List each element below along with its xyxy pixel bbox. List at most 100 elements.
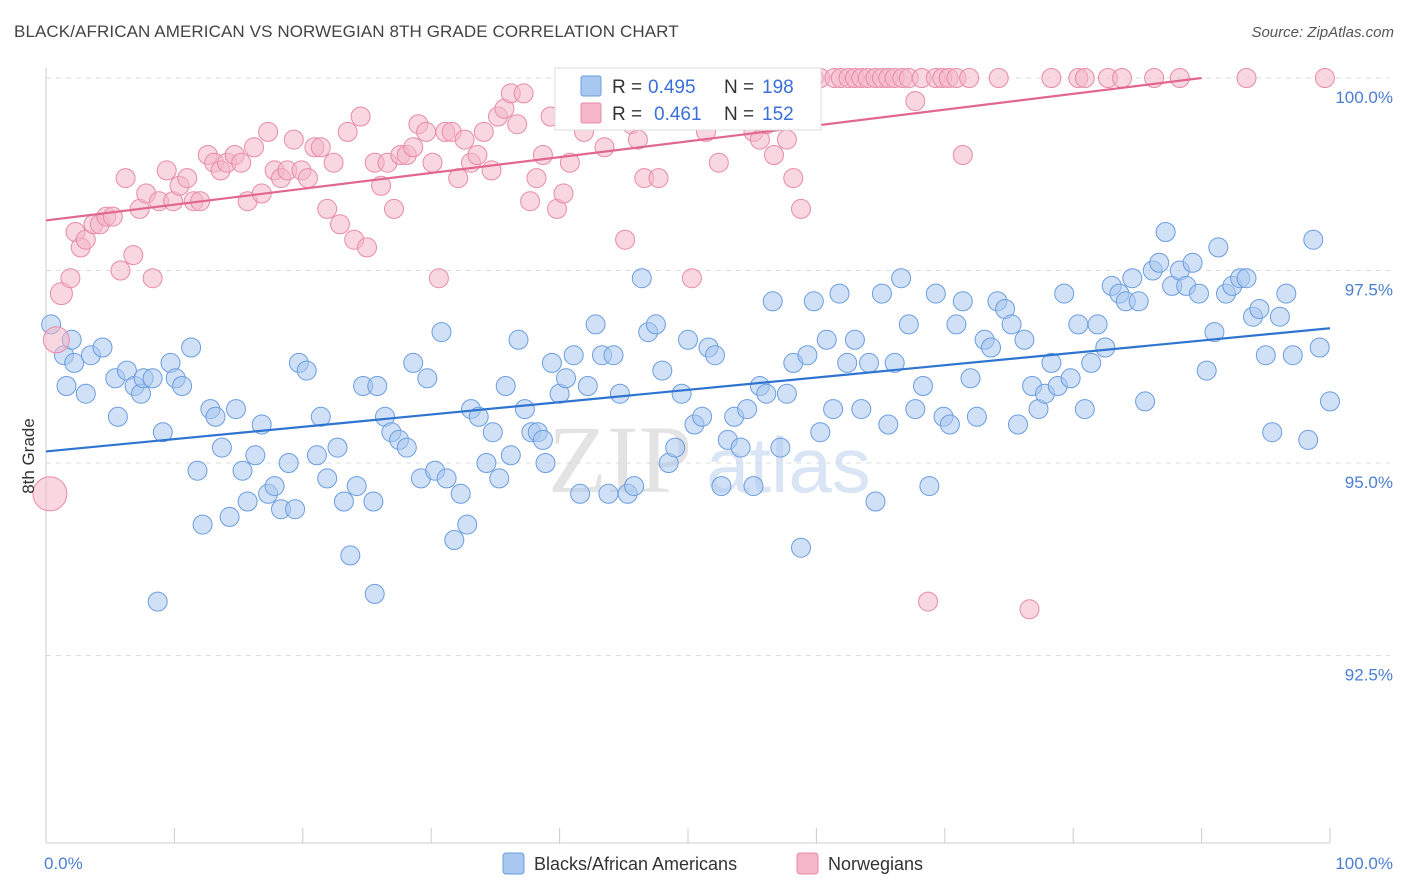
data-point: [913, 376, 933, 396]
data-point: [323, 152, 344, 173]
data-point: [764, 145, 784, 165]
stats-r-value-0: 0.495: [648, 77, 696, 98]
data-point: [1041, 352, 1062, 373]
data-point: [1122, 268, 1143, 289]
data-point: [918, 591, 939, 612]
data-point: [797, 345, 818, 366]
data-point: [231, 152, 252, 173]
data-point: [244, 137, 264, 158]
data-point: [559, 152, 580, 173]
data-point: [107, 406, 128, 427]
data-point: [1149, 252, 1170, 273]
data-point: [283, 129, 304, 150]
data-point: [1128, 291, 1149, 312]
data-point: [939, 414, 960, 435]
data-point: [450, 483, 471, 504]
legend-swatch-blue[interactable]: [502, 852, 525, 875]
data-point: [403, 352, 424, 373]
data-point: [219, 506, 240, 527]
data-point: [422, 152, 443, 173]
data-point: [417, 368, 438, 389]
data-point: [42, 326, 70, 354]
stats-r-value-1: 0.461: [654, 104, 702, 125]
data-point: [532, 145, 553, 165]
data-point: [1182, 252, 1203, 273]
data-point: [495, 376, 516, 396]
data-point: [296, 360, 317, 381]
data-point: [1320, 391, 1340, 412]
data-point: [156, 160, 177, 181]
data-point: [482, 422, 503, 443]
data-point: [245, 445, 266, 466]
data-point: [1309, 337, 1330, 358]
data-point: [803, 291, 824, 312]
data-point: [454, 129, 475, 150]
data-point: [705, 345, 725, 366]
data-point: [577, 376, 598, 396]
data-point: [431, 322, 452, 343]
data-point: [476, 453, 497, 473]
data-point: [791, 537, 811, 558]
data-point: [1054, 283, 1075, 304]
data-point: [905, 399, 926, 420]
data-point: [851, 399, 872, 420]
y-tick-label: 100.0%: [1335, 88, 1393, 107]
stats-n-label-0: N =: [724, 77, 754, 98]
data-point: [350, 106, 371, 127]
data-point: [142, 268, 163, 289]
data-point: [436, 468, 457, 489]
data-point: [285, 499, 306, 520]
data-point: [264, 476, 285, 497]
data-point: [1282, 345, 1303, 366]
legend-label-blue[interactable]: Blacks/African Americans: [534, 854, 737, 874]
data-point: [770, 437, 791, 458]
data-point: [624, 476, 645, 497]
data-point: [645, 314, 666, 335]
data-point: [172, 376, 193, 396]
legend-swatch-pink[interactable]: [796, 852, 819, 875]
data-point: [310, 406, 331, 427]
x-tick-label-min: 0.0%: [44, 854, 83, 873]
legend-label-pink[interactable]: Norwegians: [828, 854, 923, 874]
data-point: [92, 337, 113, 358]
data-point: [317, 198, 338, 219]
data-point: [878, 414, 899, 435]
data-point: [192, 514, 213, 535]
y-tick-label: 97.5%: [1345, 281, 1393, 300]
data-point: [367, 376, 388, 396]
data-point: [1019, 599, 1040, 620]
data-point: [1112, 68, 1132, 88]
data-point: [428, 268, 449, 289]
data-point: [585, 314, 606, 335]
data-point: [508, 329, 529, 350]
data-point: [776, 129, 797, 150]
data-point: [1169, 68, 1190, 88]
data-point: [371, 175, 392, 196]
data-point: [981, 337, 1001, 358]
data-point: [364, 583, 385, 604]
data-point: [49, 282, 73, 306]
data-point: [730, 437, 751, 458]
data-point: [791, 198, 811, 219]
data-point: [211, 437, 232, 458]
data-point: [671, 383, 692, 404]
data-point: [457, 514, 478, 535]
data-point: [859, 352, 879, 373]
data-point: [468, 406, 489, 427]
data-point: [652, 360, 673, 381]
chart-title: BLACK/AFRICAN AMERICAN VS NORWEGIAN 8TH …: [14, 22, 679, 41]
data-point: [363, 491, 384, 512]
data-point: [142, 368, 163, 389]
data-point: [959, 68, 980, 88]
data-point: [919, 476, 940, 497]
data-point: [56, 376, 77, 396]
data-point: [1001, 314, 1022, 335]
data-point: [905, 91, 926, 112]
data-point: [1262, 422, 1283, 443]
data-point: [297, 168, 318, 189]
stats-swatch-blue: [580, 75, 602, 97]
data-point: [1236, 68, 1257, 88]
data-point: [756, 383, 777, 404]
data-point: [570, 483, 591, 504]
